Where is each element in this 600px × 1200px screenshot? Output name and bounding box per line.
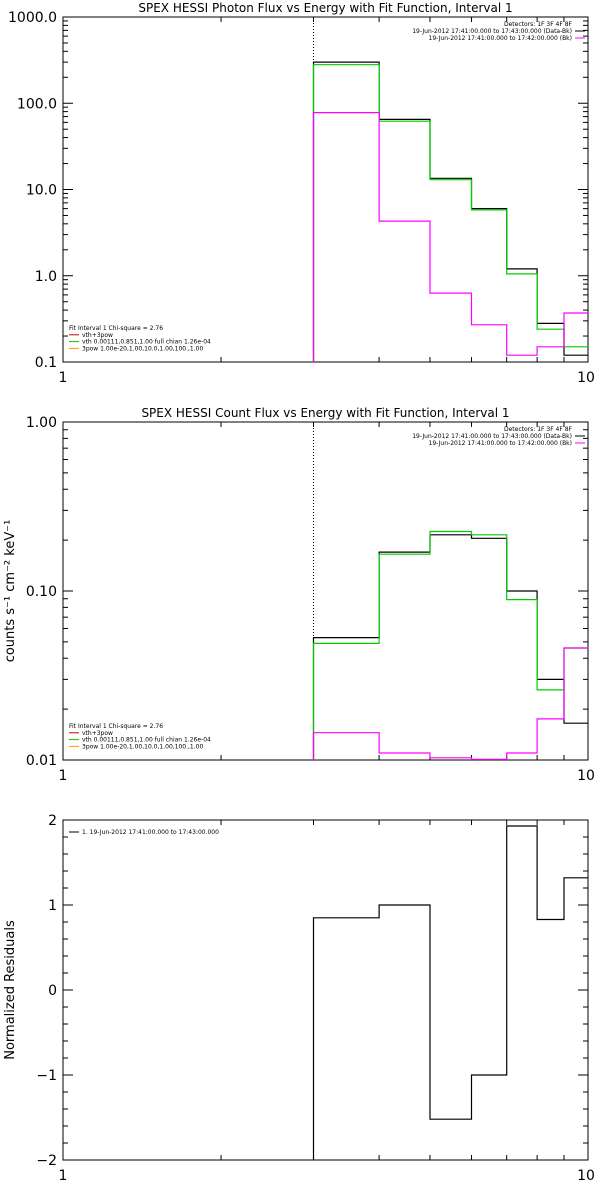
x-tick-label: 10 (577, 1168, 595, 1184)
legend-entry: 3pow 1.00e-20,1.00,10.0,1.00,100.,1.00 (82, 345, 203, 352)
legend-entry: Fit Interval 1 Chi-square = 2.76 (69, 325, 163, 332)
y-tick-label: −1 (36, 1068, 57, 1084)
plot-frame (62, 16, 589, 363)
x-tick-label: 1 (59, 768, 68, 784)
y-tick-label: 1.00 (26, 415, 57, 431)
info-line: Detectors: 1F 3F 4F 8F (504, 426, 573, 433)
y-tick-label: −2 (36, 1153, 57, 1169)
x-tick-label: 10 (577, 768, 595, 784)
series-line-1 (312, 534, 588, 760)
chart-panel-1: SPEX HESSI Photon Flux vs Energy with Fi… (8, 1, 595, 386)
legend-entry: vth+3pow (82, 730, 113, 737)
series-line-2 (312, 530, 588, 760)
info-line: 19-Jun-2012 17:41:00.000 to 17:43:00.000… (412, 28, 572, 35)
legend-entry: 3pow 1.00e-20,1.00,10.0,1.00,100.,1.00 (82, 743, 203, 750)
y-tick-label: 10.0 (26, 183, 57, 199)
y-tick-label: 0.1 (35, 355, 57, 371)
x-tick-label: 10 (577, 370, 595, 386)
y-tick-label: 0 (48, 983, 57, 999)
series-line-3 (312, 647, 588, 760)
y-axis-label: Normalized Residuals (3, 920, 18, 1060)
chart-title: SPEX HESSI Count Flux vs Energy with Fit… (141, 406, 509, 420)
x-tick-label: 1 (59, 1168, 68, 1184)
y-tick-label: 100.0 (17, 96, 57, 112)
y-tick-label: 2 (48, 813, 57, 829)
legend-entry: Fit Interval 1 Chi-square = 2.76 (69, 723, 163, 730)
info-line: Detectors: 1F 3F 4F 8F (504, 21, 573, 28)
legend-entry: vth 0.00111,0.851,1.00 full chian 1.26e-… (82, 737, 211, 744)
plot-frame (62, 819, 589, 1161)
y-tick-label: 1000.0 (8, 10, 57, 26)
y-tick-label: 1.0 (35, 269, 57, 285)
info-line: 19-Jun-2012 17:41:00.000 to 17:43:00.000… (412, 433, 572, 440)
legend-entry: vth 0.00111,0.851,1.00 full chian 1.26e-… (82, 339, 211, 346)
info-line: 19-Jun-2012 17:41:00.000 to 17:42:00.000… (429, 35, 572, 42)
legend-entry: vth+3pow (82, 332, 113, 339)
legend-entry: 1. 19-Jun-2012 17:41:00.000 to 17:43:00.… (82, 829, 219, 836)
series-line-1 (312, 825, 588, 1160)
y-tick-label: 1 (48, 898, 57, 914)
series-line-2 (312, 64, 588, 362)
y-tick-label: 0.10 (26, 584, 57, 600)
series-line-1 (312, 61, 588, 362)
x-tick-label: 1 (59, 370, 68, 386)
y-tick-label: 0.01 (26, 753, 57, 769)
chart-panel-2: SPEX HESSI Count Flux vs Energy with Fit… (3, 406, 595, 784)
info-line: 19-Jun-2012 17:41:00.000 to 17:42:00.000… (429, 440, 572, 447)
y-axis-label: counts s⁻¹ cm⁻² keV⁻¹ (3, 520, 18, 663)
series-line-3 (312, 112, 588, 362)
chart-title: SPEX HESSI Photon Flux vs Energy with Fi… (138, 1, 512, 15)
